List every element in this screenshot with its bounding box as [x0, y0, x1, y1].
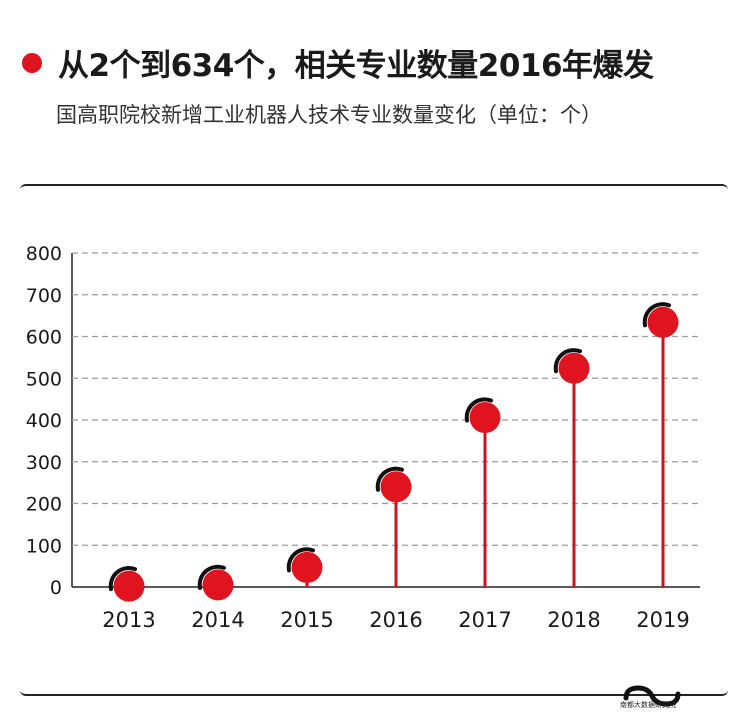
y-tick-label: 700	[26, 285, 62, 307]
lollipop-shadow-arc	[642, 302, 671, 328]
x-tick-label: 2016	[369, 608, 422, 632]
chart-title: 从2个到634个，相关专业数量2016年爆发	[58, 48, 654, 84]
y-tick-label: 300	[26, 452, 62, 474]
brand-name: 南都大数据研究院	[620, 701, 676, 709]
lollipop-shadow-arc	[553, 348, 582, 374]
lollipop-shadow-arc	[108, 566, 137, 592]
title-bullet-icon	[22, 52, 42, 73]
lollipop-shadow-arc	[375, 466, 404, 492]
y-tick-label: 500	[26, 368, 62, 390]
x-tick-label: 2018	[547, 608, 600, 632]
y-tick-label: 400	[26, 410, 62, 432]
lollipop-shadow-arc	[464, 397, 493, 423]
x-tick-label: 2019	[636, 608, 689, 632]
x-tick-label: 2013	[102, 608, 155, 632]
lollipop-shadow-arc	[286, 547, 315, 573]
title-row: 从2个到634个，相关专业数量2016年爆发	[22, 40, 735, 85]
lollipop-point	[380, 471, 412, 503]
y-tick-label: 600	[26, 327, 62, 349]
y-tick-label: 800	[26, 243, 62, 265]
lollipop-point	[113, 570, 145, 602]
brand-logo-icon	[623, 685, 681, 707]
y-tick-label: 0	[50, 577, 62, 599]
x-tick-label: 2017	[458, 608, 511, 632]
x-tick-label: 2014	[191, 608, 244, 632]
chart-header: 从2个到634个，相关专业数量2016年爆发 国高职院校新增工业机器人技术专业数…	[22, 40, 735, 129]
lollipop-point	[469, 401, 501, 433]
y-tick-label: 100	[26, 535, 62, 557]
x-tick-label: 2015	[280, 608, 333, 632]
chart-panel	[20, 184, 728, 696]
lollipop-point	[202, 569, 234, 601]
lollipop-point	[558, 352, 590, 384]
lollipop-point	[647, 306, 679, 338]
lollipop-point	[291, 551, 323, 583]
chart-subtitle: 国高职院校新增工业机器人技术专业数量变化（单位：个）	[56, 103, 602, 127]
y-tick-label: 200	[26, 494, 62, 516]
lollipop-shadow-arc	[197, 564, 226, 590]
